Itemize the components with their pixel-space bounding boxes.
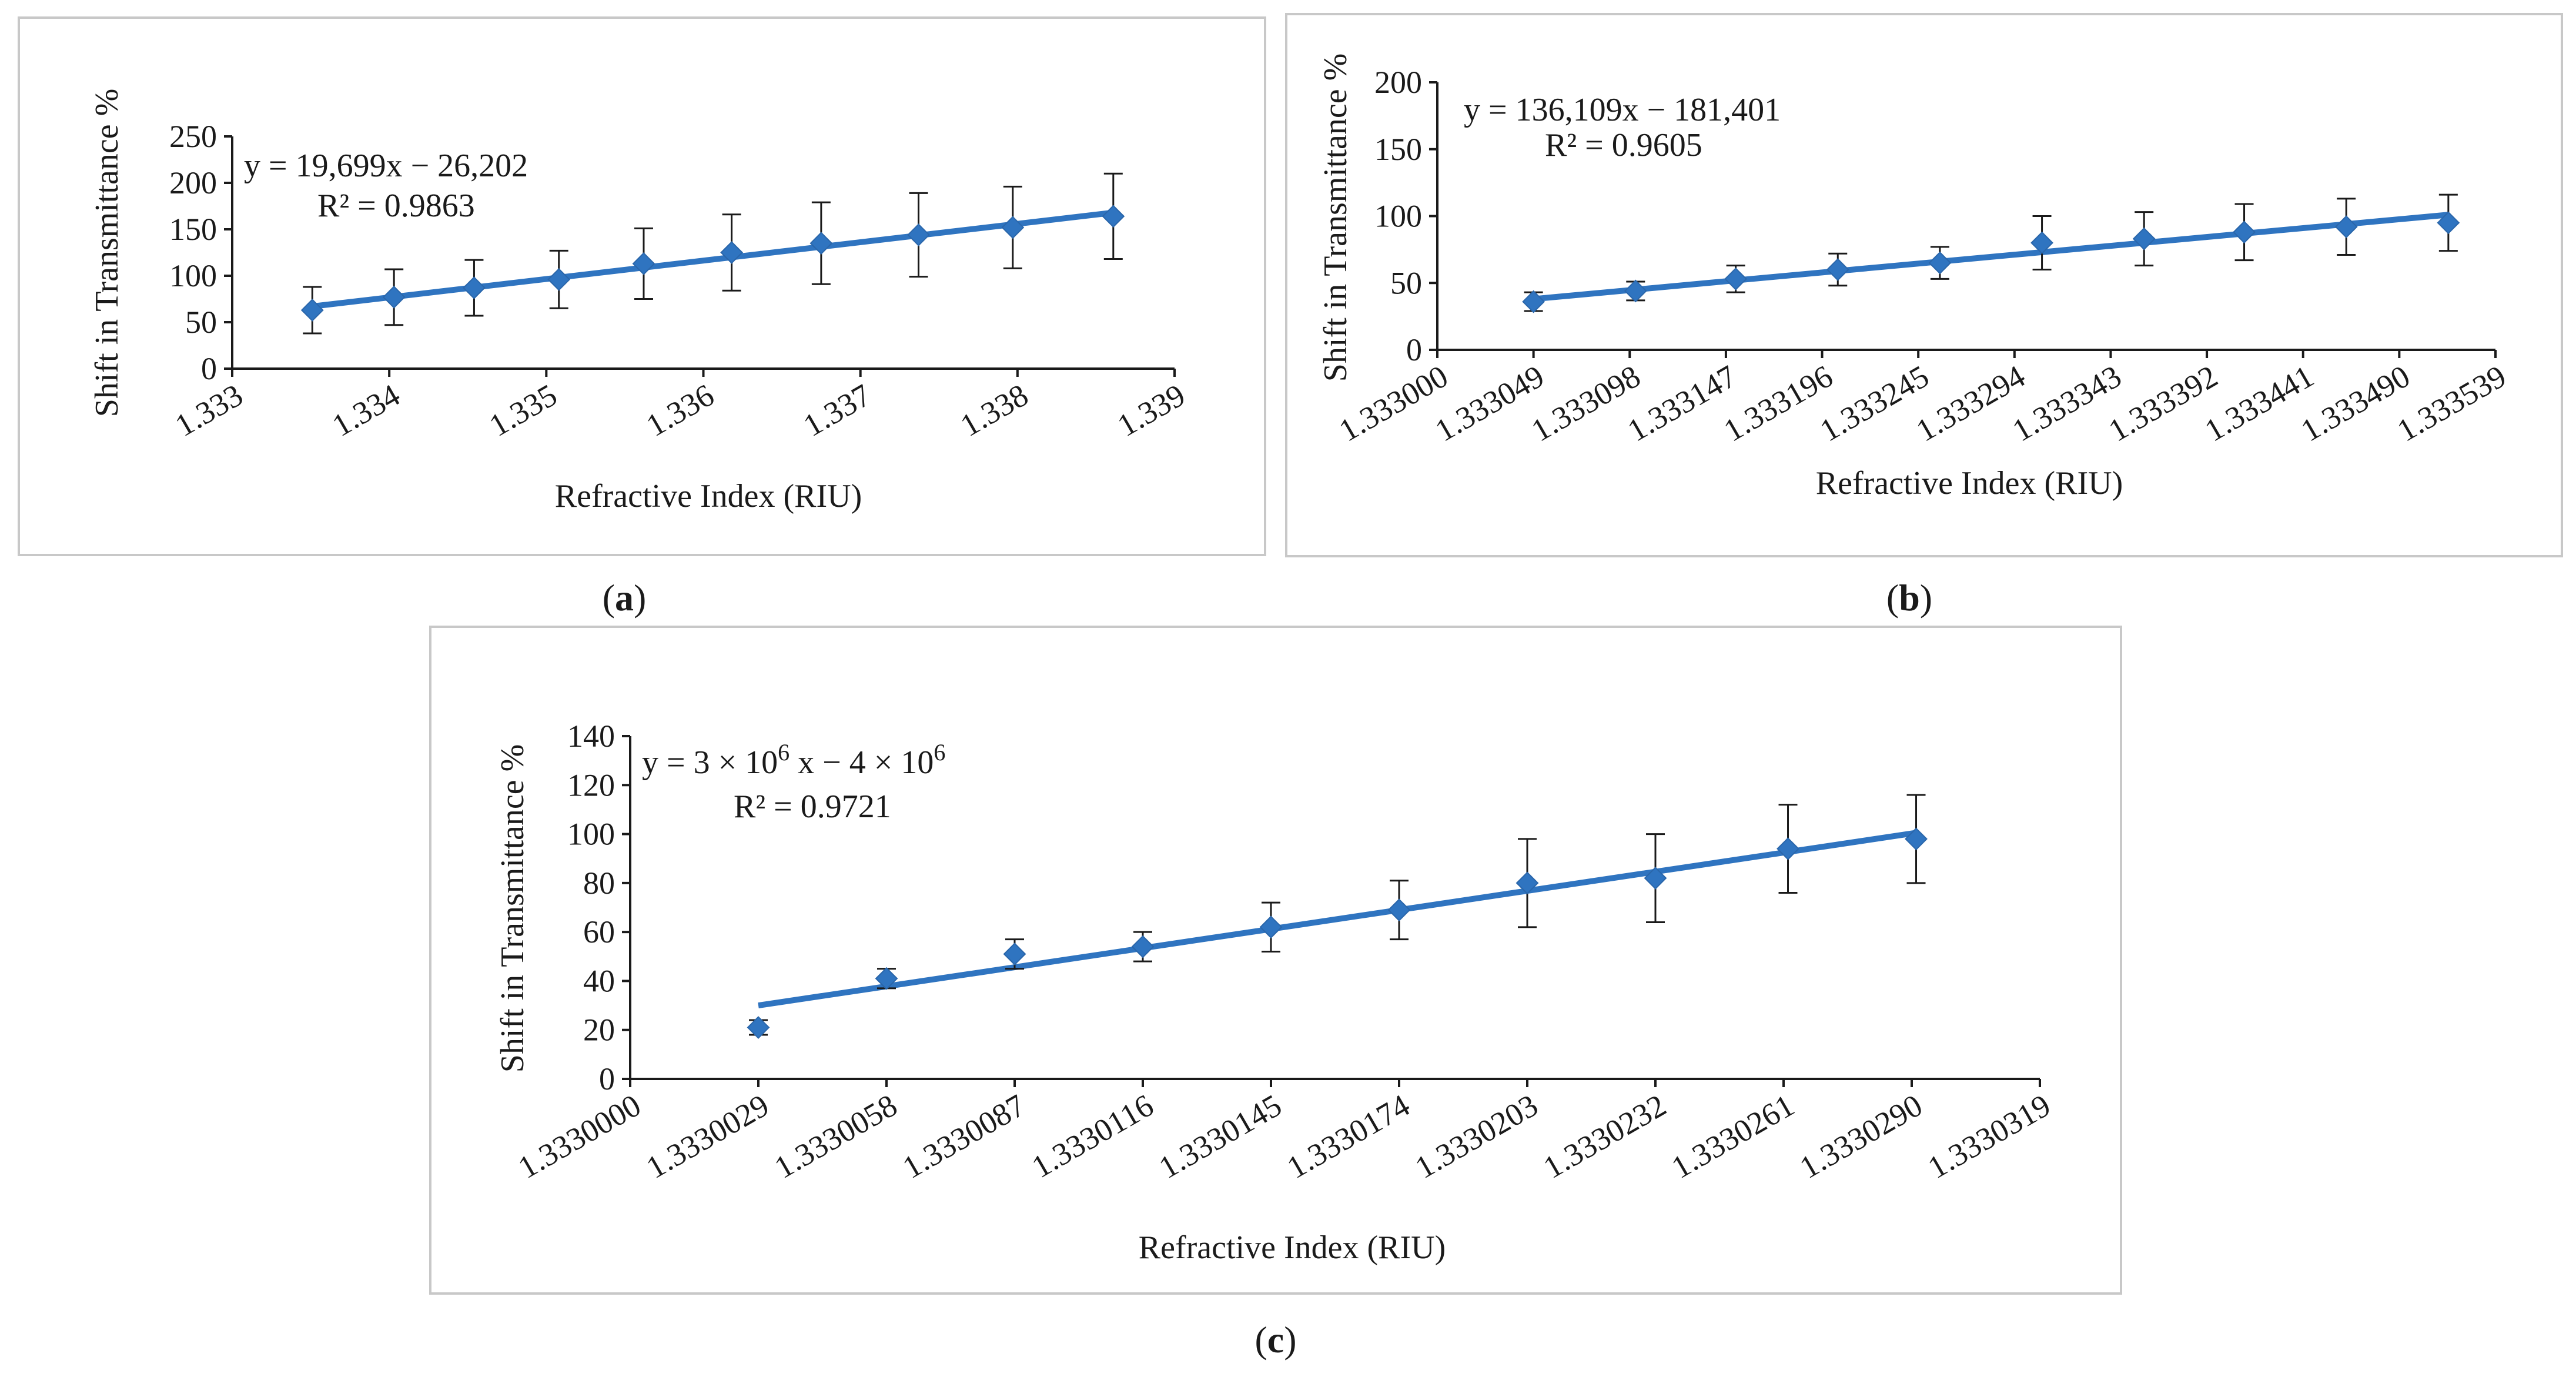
panel-a-data-point <box>382 285 406 309</box>
panel-c-y-tick-label: 20 <box>583 1012 615 1048</box>
panel-a-trendline <box>312 209 1114 310</box>
panel-a-marks <box>300 172 1125 335</box>
panel-a-y-axis-title: Shift in Transmittance % <box>89 89 125 417</box>
panel-c-equation-base-1: y = 3 × 10 <box>642 744 778 781</box>
panel-a-data-point <box>547 268 571 291</box>
panel-c-equation: y = 3 × 106 x − 4 × 106 <box>642 739 945 781</box>
panel-a-r-squared: R² = 0.9863 <box>317 188 475 224</box>
panel-c-data-point <box>1516 871 1539 895</box>
panel-b-letter: b <box>1899 577 1920 619</box>
panel-b-r-squared: R² = 0.9605 <box>1545 127 1702 163</box>
panel-c-equation-exp-2: 6 <box>934 739 945 766</box>
panel-b-data-point <box>2132 227 2156 250</box>
panel-c-y-tick-label: 120 <box>567 767 615 803</box>
panel-a-equation: y = 19,699x − 26,202 <box>244 148 528 184</box>
panel-a-data-point <box>1001 216 1025 239</box>
panel-c-y-tick-label: 40 <box>583 963 615 998</box>
panel-a-letter: a <box>615 577 634 619</box>
panel-c-data-point <box>1905 827 1928 851</box>
panel-c-y-axis-title: Shift in Transmittance % <box>494 744 531 1072</box>
panel-a-frame <box>18 16 1266 556</box>
panel-a-y-tick-label: 150 <box>169 212 217 247</box>
panel-a-data-point <box>720 241 744 264</box>
panel-c-equation-base-2: x − 4 × 10 <box>789 744 934 781</box>
panel-b-data-point <box>2437 211 2460 235</box>
panel-b-data-point <box>1522 290 1545 313</box>
panel-c-data-point <box>1387 898 1411 922</box>
panel-b-y-tick-label: 0 <box>1406 332 1422 367</box>
panel-c-y-tick-label: 0 <box>599 1061 615 1097</box>
panel-c-r-squared: R² = 0.9721 <box>734 788 891 825</box>
panel-b-data-point <box>2233 220 2256 244</box>
panel-b-y-tick-label: 50 <box>1390 265 1422 300</box>
panel-c-y-tick-label: 60 <box>583 914 615 950</box>
panel-a-data-point <box>632 252 655 275</box>
panel-c-data-point <box>1777 837 1799 860</box>
panel-b-y-axis-title: Shift in Transmittance % <box>1317 54 1354 382</box>
panel-b-data-point <box>2030 231 2053 255</box>
panel-a-y-tick-label: 0 <box>201 351 217 386</box>
panel-b-x-axis-title: Refractive Index (RIU) <box>1816 465 2123 502</box>
panel-a-y-tick-label: 100 <box>169 258 217 293</box>
panel-b-frame <box>1285 13 2563 557</box>
panel-b-marks <box>1522 193 2460 313</box>
panel-b-data-point <box>2334 215 2358 239</box>
panel-a-data-point <box>1102 205 1125 228</box>
panel-c-data-point <box>875 967 898 990</box>
panel-c-y-tick-label: 140 <box>567 718 615 754</box>
panel-a-data-point <box>463 276 486 299</box>
panel-c-letter: c <box>1267 1319 1284 1361</box>
panel-c-trendline <box>758 830 1917 1009</box>
panel-b-equation: y = 136,109x − 181,401 <box>1464 92 1781 128</box>
panel-c-marks <box>747 794 1928 1039</box>
panel-a-data-point <box>809 232 833 255</box>
panel-b-label: (b) <box>1886 577 1932 619</box>
panel-a-label: (a) <box>603 577 647 619</box>
panel-a-data-point <box>300 299 324 322</box>
panel-c-equation-exp-1: 6 <box>778 739 789 766</box>
panel-b: 0501001502001.3330001.3330491.3330981.33… <box>1285 13 2563 619</box>
panel-b-data-point <box>1826 258 1849 281</box>
panel-c-frame <box>429 626 2122 1295</box>
panel-c-data-point <box>1131 935 1155 958</box>
panel-b-y-tick-label: 150 <box>1374 132 1422 167</box>
panel-c-data-point <box>1003 942 1026 966</box>
panel-c-x-axis-title: Refractive Index (RIU) <box>1139 1229 1446 1266</box>
panel-b-data-point <box>1724 268 1748 290</box>
panel-b-y-tick-label: 200 <box>1374 65 1422 100</box>
panel-b-data-point <box>1928 251 1952 275</box>
panel-a-x-axis-title: Refractive Index (RIU) <box>555 478 862 514</box>
panel-a-data-point <box>907 223 930 246</box>
panel-a-y-tick-label: 50 <box>185 305 217 340</box>
panel-b-trendline <box>1533 212 2449 302</box>
panel-c: 0204060801001201401.33300001.33300291.33… <box>429 626 2122 1361</box>
panel-c-label: (c) <box>1254 1319 1296 1361</box>
panel-c-data-point <box>1644 867 1667 890</box>
panel-b-y-tick-label: 100 <box>1374 199 1422 234</box>
panel-a-y-tick-label: 200 <box>169 165 217 200</box>
panel-c-data-point <box>1259 915 1283 939</box>
panel-c-y-tick-label: 100 <box>567 817 615 852</box>
panel-a-y-tick-label: 250 <box>169 119 217 154</box>
panel-c-y-tick-label: 80 <box>583 865 615 901</box>
panel-c-data-point <box>747 1016 770 1039</box>
panel-b-data-point <box>1624 279 1647 303</box>
